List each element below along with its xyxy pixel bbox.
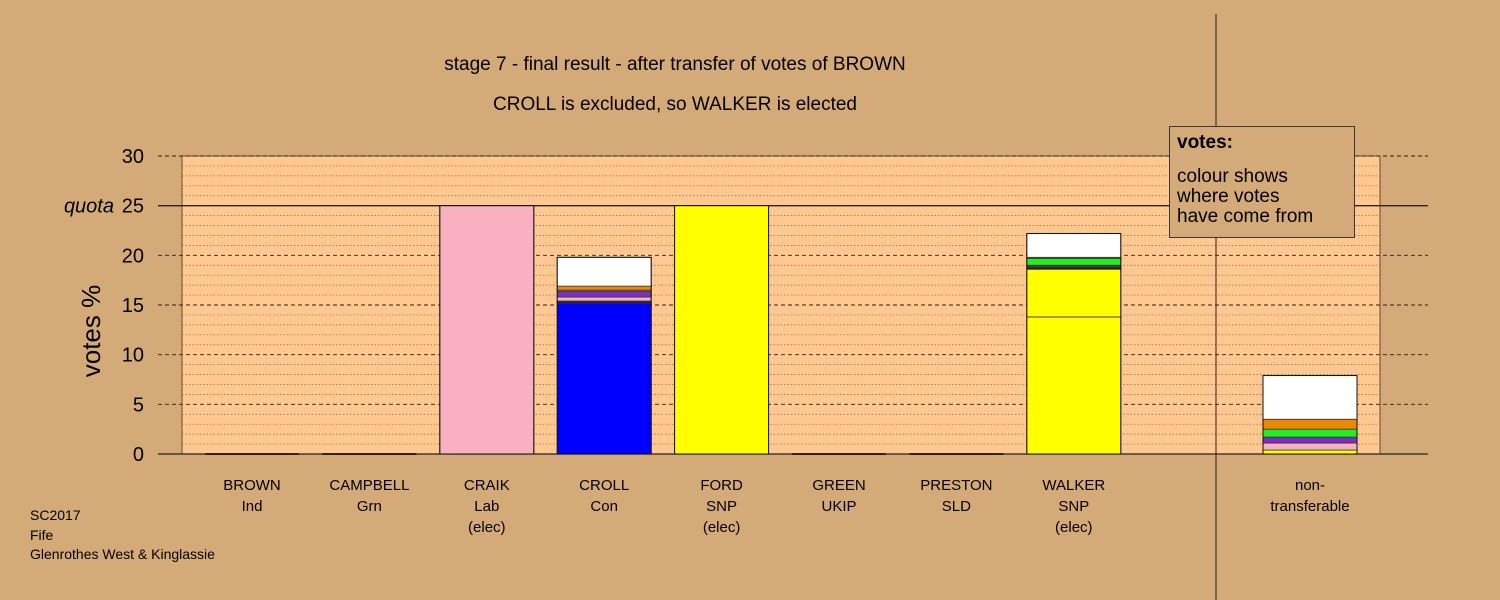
bar-segment [1262,428,1358,438]
bar-segment [1026,268,1122,318]
legend-title: votes: [1177,132,1233,153]
y-tick-label: 25 [122,196,144,218]
x-tick-label: CAMPBELL [329,477,409,494]
bar-segment [1262,375,1358,420]
bar-segment [556,256,652,287]
y-axis-label: votes % [76,285,106,378]
quota-label: quota [64,196,114,218]
legend-text-line: colour shows [1177,166,1288,187]
x-tick-label: non- [1295,477,1325,494]
x-tick-label: FORD [700,477,743,494]
x-tick-label: SLD [942,498,971,515]
x-tick-label: Con [590,498,618,515]
bar-segment [556,290,652,298]
bar-outline [1262,375,1358,455]
bar-outline [674,205,770,455]
x-tick-label: (elec) [1055,519,1093,536]
y-tick-label: 0 [133,444,144,466]
x-tick-label: (elec) [468,519,506,536]
chart-title: stage 7 - final result - after transfer … [444,54,906,75]
x-tick-label: GREEN [812,477,865,494]
y-tick-label: 5 [133,394,144,416]
footer-council: Fife [30,527,54,543]
bar-segment [1262,436,1358,444]
bar-segment [1262,442,1358,451]
footer-ward: Glenrothes West & Kinglassie [30,546,215,562]
chart-subtitle: CROLL is excluded, so WALKER is elected [493,94,857,115]
bar-segment [1262,449,1358,455]
bar-segment [1262,418,1358,430]
x-tick-label: Ind [242,498,263,515]
bar-segment [439,205,535,455]
bar-outline [439,205,535,455]
x-tick-label: BROWN [223,477,281,494]
x-tick-label: Grn [357,498,382,515]
x-tick-label: CROLL [579,477,629,494]
x-tick-label: WALKER [1042,477,1105,494]
bar-segment [1026,316,1122,455]
x-tick-label: PRESTON [920,477,992,494]
bar-segment [1026,257,1122,266]
x-tick-label: CRAIK [464,477,510,494]
x-tick-label: (elec) [703,519,741,536]
bar-outline [1026,232,1122,455]
y-tick-label: 15 [122,295,144,317]
bar-segment [556,302,652,455]
x-tick-label: UKIP [821,498,856,515]
x-tick-label: SNP [1058,498,1089,515]
bar-segment [1026,233,1122,258]
legend-text-line: where votes [1177,186,1280,207]
legend-box: votes: colour shows where votes have com… [1169,126,1355,238]
y-tick-label: 20 [122,245,144,267]
legend-text-line: have come from [1177,206,1314,227]
y-tick-label: 30 [122,146,144,168]
x-tick-label: Lab [474,498,499,515]
x-tick-label: SNP [706,498,737,515]
bar-segment [556,285,652,291]
footer-election: SC2017 [30,507,81,523]
y-tick-label: 10 [122,345,144,367]
bar-segment [674,205,769,455]
bar-segment [556,296,652,302]
bar-outline [556,256,652,455]
x-tick-label: transferable [1270,498,1349,515]
